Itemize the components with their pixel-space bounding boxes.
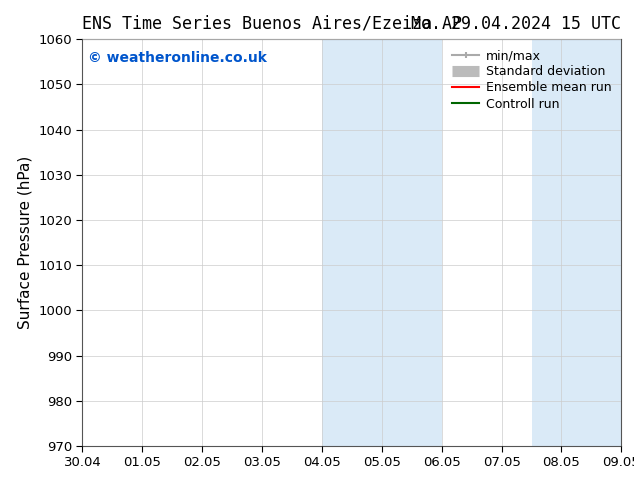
Legend: min/max, Standard deviation, Ensemble mean run, Controll run: min/max, Standard deviation, Ensemble me… [448, 46, 615, 114]
Bar [322, 39, 442, 446]
Text: ENS Time Series Buenos Aires/Ezeiza AP: ENS Time Series Buenos Aires/Ezeiza AP [82, 15, 462, 33]
Text: Mo. 29.04.2024 15 UTC: Mo. 29.04.2024 15 UTC [411, 15, 621, 33]
Bar [531, 39, 621, 446]
Text: © weatheronline.co.uk: © weatheronline.co.uk [87, 51, 267, 65]
Y-axis label: Surface Pressure (hPa): Surface Pressure (hPa) [18, 156, 33, 329]
